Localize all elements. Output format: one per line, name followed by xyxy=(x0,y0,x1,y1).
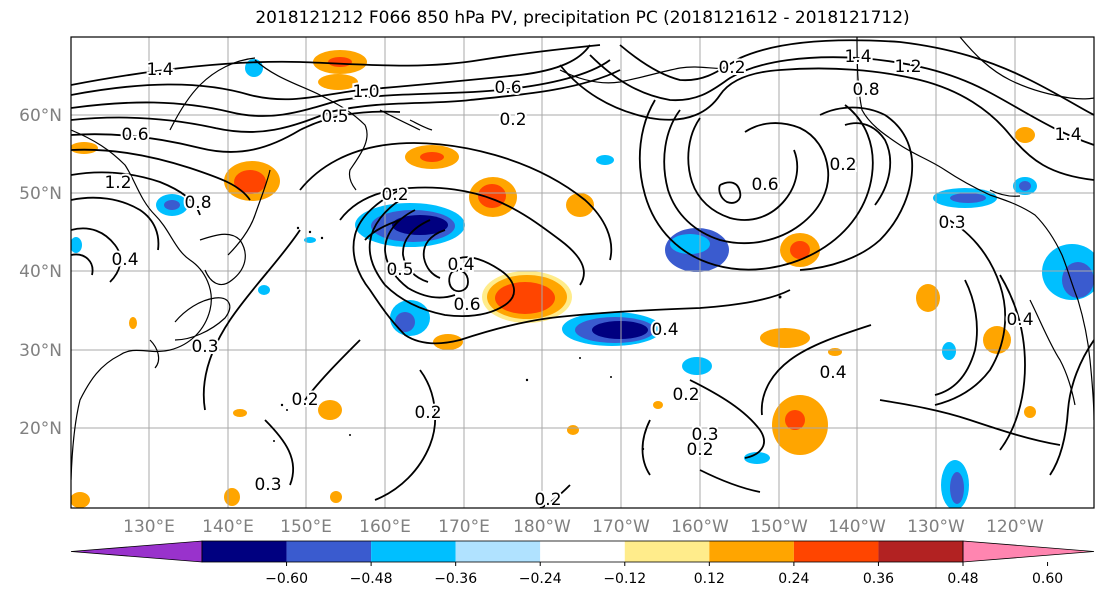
colorbar-segment xyxy=(202,541,287,562)
contour-label: 0.4 xyxy=(819,363,846,383)
contour-label: 0.2 xyxy=(686,440,713,460)
colorbar-extension-low xyxy=(70,540,203,563)
lat-label: 50°N xyxy=(19,184,62,204)
colorbar-segment xyxy=(371,541,456,562)
contour-label: 0.4 xyxy=(111,250,138,270)
colorbar-segment xyxy=(624,541,710,562)
contour-label: 0.2 xyxy=(672,385,699,405)
contour-label: 0.2 xyxy=(718,58,745,78)
contour-label: 0.4 xyxy=(1006,310,1033,330)
map-frame xyxy=(70,36,1095,509)
colorbar-label: −0.48 xyxy=(350,571,393,587)
contour-label: 0.6 xyxy=(453,295,480,315)
contour-label: 0.3 xyxy=(691,425,718,445)
colorbar-segment xyxy=(878,541,963,562)
colorbar-segments xyxy=(70,540,1095,563)
lon-label: 180°W xyxy=(513,517,571,537)
contour-label: 0.6 xyxy=(494,78,521,98)
contour-label: 1.2 xyxy=(104,173,131,193)
lon-label: 120°W xyxy=(986,517,1044,537)
colorbar-label: 0.36 xyxy=(863,571,894,587)
longitude-axis: 130°E 140°E 150°E 160°E 170°E 180°W 170°… xyxy=(123,517,1044,537)
lon-label: 130°E xyxy=(123,517,175,537)
colorbar-segment xyxy=(455,541,541,562)
contour-label: 1.4 xyxy=(146,60,173,80)
contour-label: 0.3 xyxy=(254,475,281,495)
colorbar-label: −0.36 xyxy=(434,571,477,587)
contour-label: 0.8 xyxy=(184,193,211,213)
colorbar-label: 0.48 xyxy=(947,571,978,587)
lon-label: 170°W xyxy=(592,517,650,537)
colorbar-segment xyxy=(709,541,794,562)
contour-label: 0.2 xyxy=(291,390,318,410)
lat-label: 30°N xyxy=(19,341,62,361)
contour-label: 0.5 xyxy=(321,107,348,127)
colorbar-segment xyxy=(286,541,372,562)
lon-label: 160°W xyxy=(671,517,729,537)
contour-label: 0.2 xyxy=(499,110,526,130)
colorbar-label: −0.24 xyxy=(519,571,562,587)
map-title: 2018121212 F066 850 hPa PV, precipitatio… xyxy=(255,8,910,28)
contour-label: 0.5 xyxy=(386,260,413,280)
lat-label: 20°N xyxy=(19,419,62,439)
contour-label: 0.3 xyxy=(938,213,965,233)
colorbar-label: 0.60 xyxy=(1032,571,1063,587)
contour-label: 0.2 xyxy=(381,185,408,205)
colorbar: −0.60 −0.48 −0.36 −0.24 −0.12 0.12 0.24 0.36 0.4… xyxy=(70,540,1095,587)
contour-label: 0.6 xyxy=(121,125,148,145)
contour-label: 0.2 xyxy=(414,403,441,423)
contour-label: 1.2 xyxy=(894,57,921,77)
lon-label: 140°E xyxy=(202,517,254,537)
colorbar-outline xyxy=(201,540,964,563)
contour-label: 0.2 xyxy=(534,490,561,510)
contour-label: 0.4 xyxy=(447,255,474,275)
pv-contours xyxy=(71,39,1094,508)
coastlines xyxy=(71,37,1094,481)
colorbar-label: −0.60 xyxy=(265,571,308,587)
latitude-axis: 60°N 50°N 40°N 30°N 20°N xyxy=(19,106,62,439)
contour-label: 1.4 xyxy=(844,47,871,67)
contour-label: 1.4 xyxy=(1054,125,1081,145)
graticule xyxy=(71,37,1094,508)
lon-label: 170°E xyxy=(438,517,490,537)
lon-label: 160°E xyxy=(359,517,411,537)
map-panel: 1.4 0.6 0.8 1.2 0.4 0.3 0.2 0.5 1.0 0.6 … xyxy=(71,37,1094,510)
lon-label: 150°E xyxy=(280,517,332,537)
colorbar-label: −0.12 xyxy=(603,571,646,587)
lon-label: 150°W xyxy=(750,517,808,537)
lat-label: 60°N xyxy=(19,106,62,126)
contour-label: 0.2 xyxy=(829,155,856,175)
contour-labels: 1.4 0.6 0.8 1.2 0.4 0.3 0.2 0.5 1.0 0.6 … xyxy=(102,45,1083,510)
lon-label: 140°W xyxy=(828,517,886,537)
colorbar-label: 0.24 xyxy=(778,571,809,587)
lon-label: 130°W xyxy=(907,517,965,537)
contour-label: 0.4 xyxy=(651,320,678,340)
colorbar-label: 0.12 xyxy=(694,571,725,587)
contour-label: 0.6 xyxy=(751,175,778,195)
colorbar-extension-high xyxy=(962,540,1095,563)
contour-label: 0.8 xyxy=(852,80,879,100)
lat-label: 40°N xyxy=(19,262,62,282)
colorbar-labels: −0.60 −0.48 −0.36 −0.24 −0.12 0.12 0.24 0.36 0.4… xyxy=(265,562,1063,587)
contour-label: 0.3 xyxy=(191,337,218,357)
colorbar-segment xyxy=(540,541,625,562)
contour-label: 1.0 xyxy=(352,82,379,102)
colorbar-segment xyxy=(793,541,879,562)
